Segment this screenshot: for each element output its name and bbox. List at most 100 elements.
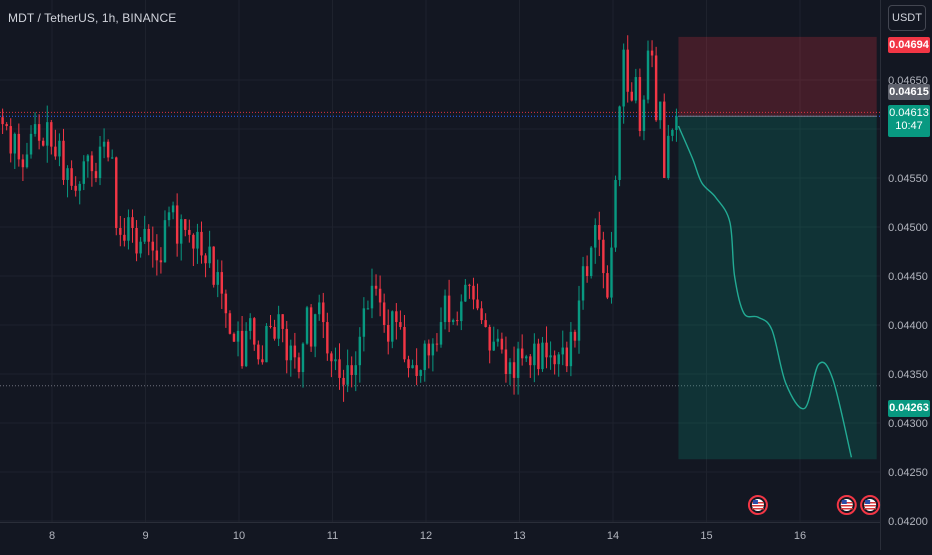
candle-body — [545, 343, 547, 358]
candle-body — [103, 142, 105, 147]
candle-body — [302, 344, 304, 372]
candle-body — [647, 51, 649, 100]
candle-body — [99, 147, 101, 178]
candle-body — [318, 302, 320, 314]
candle-body — [62, 141, 64, 180]
candle-body — [269, 326, 271, 327]
candle-body — [22, 159, 24, 167]
candle-body — [468, 285, 470, 286]
candle-body — [164, 220, 166, 262]
x-tick-label: 16 — [794, 530, 806, 542]
candle-body — [208, 247, 210, 264]
candle-body — [135, 228, 137, 253]
candle-body — [152, 242, 154, 251]
candle-body — [54, 147, 56, 157]
candle-body — [34, 124, 36, 134]
candle-body — [537, 344, 539, 369]
candle-body — [590, 248, 592, 276]
candle-body — [651, 51, 653, 56]
candle-body — [566, 348, 568, 367]
candle-body — [261, 359, 263, 362]
candle-body — [562, 348, 564, 355]
candle-body — [549, 355, 551, 357]
symbol-title[interactable]: MDT / TetherUS, 1h, BINANCE — [8, 11, 176, 25]
candle-body — [574, 332, 576, 341]
flag-stripe — [841, 505, 853, 507]
candle-body — [501, 339, 503, 350]
candle-body — [1, 117, 3, 124]
candle-body — [83, 161, 85, 184]
candle-body — [464, 285, 466, 302]
candle-body — [30, 134, 32, 155]
candle-body — [626, 50, 628, 92]
y-tick-label: 0.04300 — [888, 418, 928, 430]
candle-body — [480, 308, 482, 320]
flag-stripe — [752, 508, 764, 510]
currency-button[interactable]: USDT — [888, 5, 926, 31]
candle-body — [273, 327, 275, 339]
candle-body — [363, 308, 365, 336]
candle-body — [513, 362, 515, 378]
candle-body — [586, 266, 588, 276]
x-tick-label: 11 — [327, 530, 338, 542]
candle-body — [111, 157, 113, 158]
candle-body — [310, 307, 312, 346]
candle-body — [253, 318, 255, 344]
candle-body — [281, 314, 283, 329]
candle-body — [529, 356, 531, 365]
candle-body — [521, 349, 523, 359]
candle-body — [488, 327, 490, 351]
candle-body — [436, 344, 438, 345]
candle-body — [631, 92, 633, 101]
candle-body — [38, 124, 40, 141]
candle-body — [484, 320, 486, 327]
candle-body — [127, 217, 129, 241]
candle-body — [200, 232, 202, 256]
price-axis[interactable]: 0.046500.046000.045500.045000.044500.044… — [881, 0, 932, 550]
candle-body — [598, 225, 600, 240]
y-tick-label: 0.04500 — [888, 222, 928, 234]
last-price-label: 0.04615 — [888, 84, 930, 100]
candle-body — [622, 50, 624, 107]
x-tick-label: 13 — [513, 530, 525, 542]
candle-body — [87, 155, 89, 161]
candle-body — [298, 357, 300, 372]
candle-body — [70, 168, 72, 186]
candle-body — [156, 251, 158, 261]
candle-body — [50, 122, 52, 147]
flag-canton — [842, 500, 847, 504]
y-tick-label: 0.04550 — [888, 173, 928, 185]
take-profit-zone — [678, 116, 876, 459]
candle-body — [249, 318, 251, 331]
candle-body — [5, 124, 7, 126]
candle-body — [395, 311, 397, 322]
candle-body — [355, 365, 357, 375]
candle-body — [237, 331, 239, 342]
candle-body — [428, 344, 430, 356]
x-tick-label: 12 — [420, 530, 432, 542]
candle-body — [74, 186, 76, 191]
candle-body — [176, 205, 178, 243]
candle-body — [168, 212, 170, 220]
candle-body — [541, 343, 543, 369]
candle-body — [452, 320, 454, 322]
candle-body — [290, 346, 292, 361]
candle-body — [10, 126, 12, 153]
candle-body — [424, 344, 426, 370]
candle-body — [233, 334, 235, 342]
candle-body — [444, 296, 446, 322]
candle-body — [123, 235, 125, 241]
candle-body — [338, 359, 340, 378]
short-position-tool[interactable] — [678, 37, 876, 459]
candle-body — [594, 225, 596, 248]
candle-body — [476, 300, 478, 309]
candle-body — [553, 355, 555, 364]
candle-body — [383, 302, 385, 325]
candle-body — [66, 168, 68, 180]
candle-body — [160, 260, 162, 262]
candle-body — [415, 365, 417, 376]
current-price-value: 0.04613 — [888, 107, 930, 120]
